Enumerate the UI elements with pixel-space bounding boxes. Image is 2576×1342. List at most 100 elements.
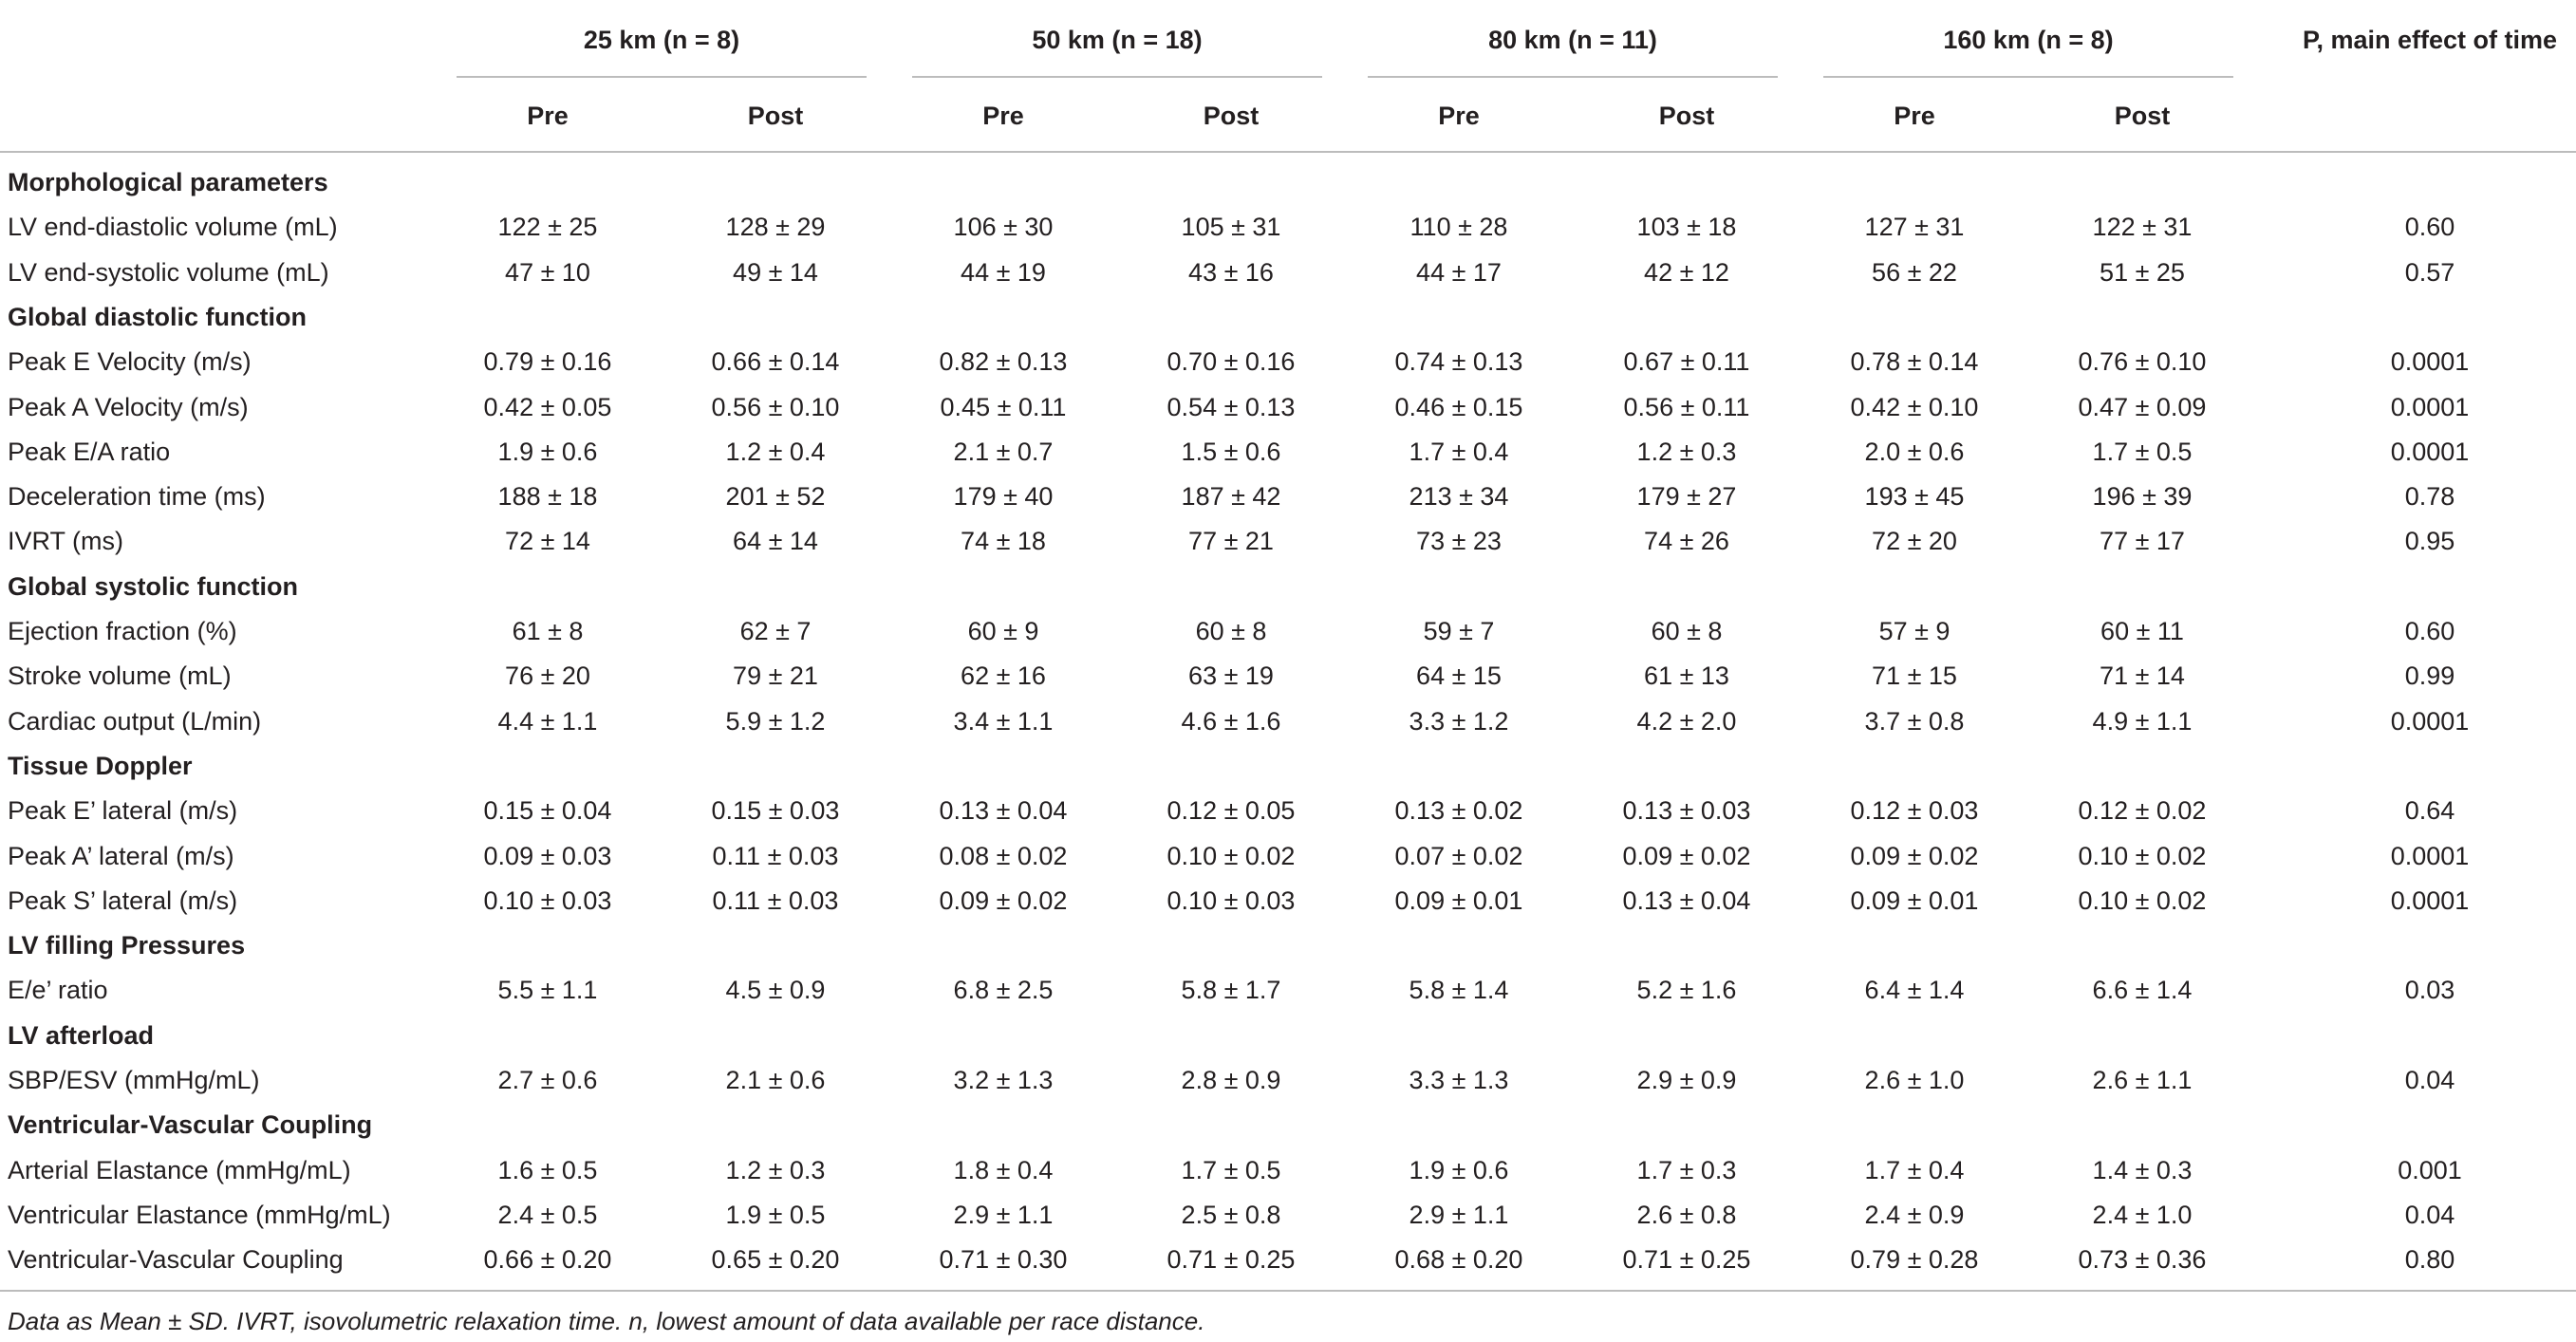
data-cell: 43 ± 16 — [1188, 257, 1274, 287]
group-rule — [457, 76, 867, 78]
data-cell: 5.9 ± 1.2 — [725, 706, 826, 736]
data-cell: 0.10 ± 0.02 — [2078, 841, 2207, 870]
data-cell: 2.4 ± 1.0 — [2092, 1200, 2193, 1229]
data-cell: 0.13 ± 0.02 — [1394, 796, 1523, 826]
section-label: Tissue Doppler — [8, 751, 193, 780]
data-cell: 2.8 ± 0.9 — [1181, 1066, 1281, 1094]
group-header: 25 km (n = 8) — [583, 26, 740, 54]
data-cell: 51 ± 25 — [2100, 257, 2185, 287]
data-cell: 1.5 ± 0.6 — [1181, 437, 1281, 466]
sub-header: Post — [1203, 102, 1260, 130]
data-cell: 0.13 ± 0.04 — [1622, 885, 1751, 915]
p-value: 0.57 — [2404, 257, 2455, 287]
section-label: Global systolic function — [8, 571, 299, 601]
data-cell: 73 ± 23 — [1416, 527, 1502, 556]
data-cell: 0.13 ± 0.03 — [1622, 796, 1751, 826]
row-label: Deceleration time (ms) — [8, 482, 266, 512]
data-cell: 1.8 ± 0.4 — [953, 1155, 1054, 1184]
sub-header: Pre — [1894, 102, 1935, 130]
data-cell: 0.08 ± 0.02 — [939, 841, 1068, 870]
section-label: LV afterload — [8, 1020, 155, 1050]
data-cell: 106 ± 30 — [953, 213, 1054, 242]
p-value: 0.99 — [2404, 662, 2455, 691]
data-cell: 0.10 ± 0.02 — [2078, 885, 2207, 915]
data-cell: 74 ± 26 — [1644, 527, 1729, 556]
data-cell: 2.0 ± 0.6 — [1864, 437, 1965, 466]
group-rule — [912, 76, 1322, 78]
data-cell: 2.6 ± 1.0 — [1864, 1066, 1965, 1094]
data-cell: 3.3 ± 1.2 — [1409, 706, 1509, 736]
data-cell: 60 ± 9 — [967, 617, 1039, 645]
data-cell: 0.47 ± 0.09 — [2078, 392, 2207, 421]
data-cell: 77 ± 17 — [2100, 527, 2185, 556]
data-cell: 179 ± 27 — [1636, 482, 1737, 512]
row-label: Cardiac output (L/min) — [8, 706, 262, 736]
data-cell: 4.5 ± 0.9 — [725, 976, 826, 1005]
data-cell: 1.9 ± 0.5 — [725, 1200, 826, 1229]
data-cell: 44 ± 19 — [961, 257, 1046, 287]
data-cell: 188 ± 18 — [497, 482, 598, 512]
p-value: 0.0001 — [2390, 437, 2470, 466]
data-cell: 1.2 ± 0.3 — [725, 1155, 826, 1184]
data-cell: 0.71 ± 0.30 — [939, 1245, 1068, 1275]
group-header: 50 km (n = 18) — [1032, 26, 1203, 54]
p-value: 0.60 — [2404, 617, 2455, 645]
row-label: Peak A’ lateral (m/s) — [8, 841, 234, 870]
data-cell: 3.4 ± 1.1 — [953, 706, 1054, 736]
data-cell: 110 ± 28 — [1409, 213, 1508, 242]
data-cell: 0.15 ± 0.04 — [483, 796, 612, 826]
p-value: 0.0001 — [2390, 885, 2470, 915]
data-cell: 71 ± 14 — [2100, 662, 2185, 691]
data-cell: 2.9 ± 1.1 — [953, 1200, 1054, 1229]
group-rule — [1823, 76, 2233, 78]
data-cell: 61 ± 13 — [1644, 662, 1729, 691]
p-value: 0.0001 — [2390, 706, 2470, 736]
data-cell: 0.70 ± 0.16 — [1167, 347, 1296, 377]
data-cell: 0.68 ± 0.20 — [1394, 1245, 1523, 1275]
data-cell: 0.12 ± 0.02 — [2078, 796, 2207, 826]
data-cell: 59 ± 7 — [1423, 617, 1495, 645]
data-cell: 2.1 ± 0.7 — [953, 437, 1054, 466]
data-cell: 0.82 ± 0.13 — [939, 347, 1068, 377]
data-cell: 1.7 ± 0.4 — [1864, 1155, 1965, 1184]
data-cell: 201 ± 52 — [725, 482, 826, 512]
data-cell: 1.7 ± 0.4 — [1409, 437, 1509, 466]
data-cell: 4.4 ± 1.1 — [497, 706, 598, 736]
data-cell: 64 ± 14 — [733, 527, 818, 556]
data-cell: 0.74 ± 0.13 — [1394, 347, 1523, 377]
data-cell: 105 ± 31 — [1181, 213, 1281, 242]
data-cell: 3.7 ± 0.8 — [1864, 706, 1965, 736]
group-header: 160 km (n = 8) — [1943, 26, 2114, 54]
data-cell: 0.46 ± 0.15 — [1394, 392, 1523, 421]
data-cell: 1.4 ± 0.3 — [2092, 1155, 2193, 1184]
p-value: 0.95 — [2404, 527, 2455, 556]
data-cell: 0.09 ± 0.02 — [1622, 841, 1751, 870]
data-cell: 5.8 ± 1.4 — [1409, 976, 1509, 1005]
data-cell: 122 ± 31 — [2092, 213, 2193, 242]
data-cell: 1.9 ± 0.6 — [497, 437, 598, 466]
data-cell: 2.5 ± 0.8 — [1181, 1200, 1281, 1229]
p-value: 0.0001 — [2390, 392, 2470, 421]
sub-header: Pre — [982, 102, 1024, 130]
data-cell: 1.2 ± 0.4 — [725, 437, 826, 466]
group-rule — [1368, 76, 1778, 78]
row-label: Peak S’ lateral (m/s) — [8, 885, 238, 915]
data-cell: 0.09 ± 0.02 — [1850, 841, 1979, 870]
row-label: Arterial Elastance (mmHg/mL) — [8, 1155, 351, 1184]
data-cell: 0.09 ± 0.03 — [483, 841, 612, 870]
header-rule — [0, 151, 2576, 153]
row-label: Ventricular Elastance (mmHg/mL) — [8, 1200, 391, 1229]
p-value: 0.04 — [2404, 1066, 2455, 1094]
data-cell: 0.71 ± 0.25 — [1167, 1245, 1296, 1275]
data-cell: 47 ± 10 — [505, 257, 590, 287]
data-cell: 63 ± 19 — [1188, 662, 1274, 691]
data-cell: 0.12 ± 0.03 — [1850, 796, 1979, 826]
section-label: Global diastolic function — [8, 302, 308, 331]
data-cell: 2.9 ± 1.1 — [1409, 1200, 1509, 1229]
data-cell: 56 ± 22 — [1872, 257, 1957, 287]
p-value: 0.78 — [2404, 482, 2455, 512]
data-cell: 6.4 ± 1.4 — [1864, 976, 1965, 1005]
data-cell: 2.6 ± 0.8 — [1636, 1200, 1737, 1229]
data-cell: 57 ± 9 — [1878, 617, 1951, 645]
data-cell: 0.11 ± 0.03 — [712, 841, 839, 870]
